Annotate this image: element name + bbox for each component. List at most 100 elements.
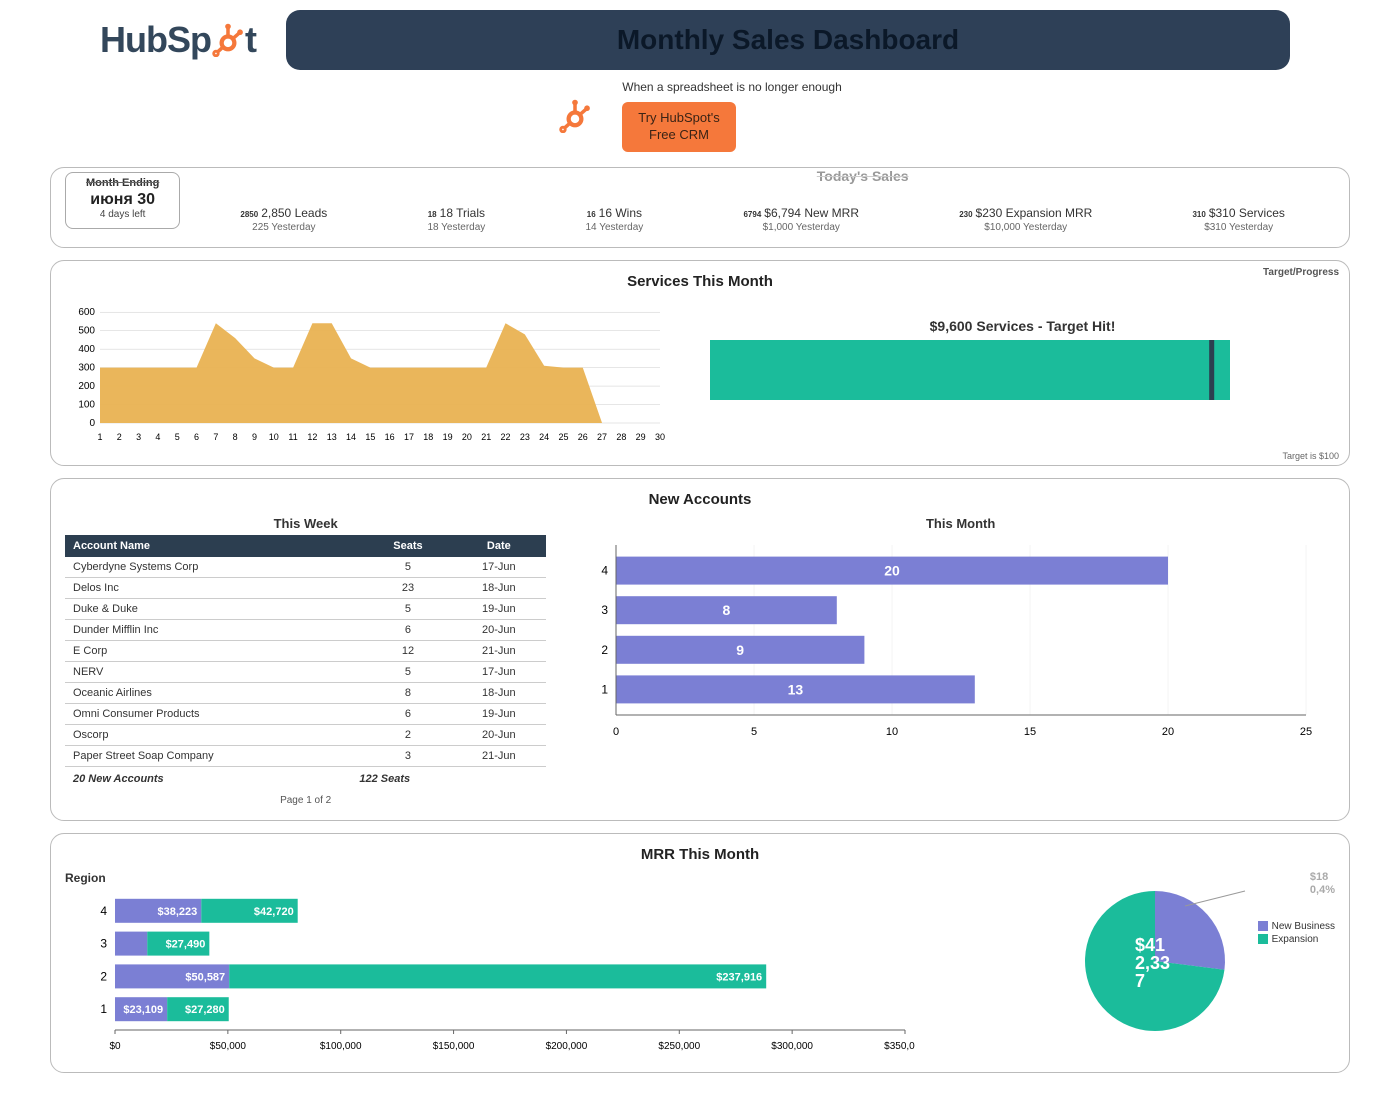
svg-text:$300,000: $300,000 — [771, 1041, 813, 1052]
table-row: Paper Street Soap Company321-Jun — [65, 745, 546, 766]
target-footnote: Target is $100 — [1282, 451, 1339, 461]
svg-text:0: 0 — [613, 726, 619, 738]
mrr-pie-chart: $412,337 $18 0,4% New Business Expansion — [1075, 871, 1335, 1044]
svg-text:3: 3 — [602, 603, 609, 617]
svg-text:$50,587: $50,587 — [185, 971, 225, 983]
stat-item: 28502,850 Leads225 Yesterday — [240, 206, 327, 233]
svg-text:2,33: 2,33 — [1135, 953, 1170, 973]
svg-text:0: 0 — [89, 418, 95, 429]
svg-text:$237,916: $237,916 — [716, 971, 762, 983]
table-row: Cyberdyne Systems Corp517-Jun — [65, 557, 546, 578]
svg-text:$27,280: $27,280 — [185, 1004, 225, 1016]
svg-text:200: 200 — [78, 381, 95, 392]
table-row: Delos Inc2318-Jun — [65, 577, 546, 598]
sprocket-icon-small — [558, 99, 592, 133]
hubspot-logo: HubSpt — [100, 19, 256, 61]
svg-text:$0: $0 — [109, 1041, 121, 1052]
stats-row: 28502,850 Leads225 Yesterday 1818 Trials1… — [190, 206, 1335, 233]
month-ending-box: Month Ending июня 30 4 days left — [65, 172, 180, 229]
new-accounts-panel: New Accounts This Week Account NameSeats… — [50, 478, 1350, 821]
svg-text:400: 400 — [78, 344, 95, 355]
mrr-panel: MRR This Month Region $38,223$42,7204$14… — [50, 833, 1350, 1073]
svg-text:$250,000: $250,000 — [658, 1041, 700, 1052]
new-accounts-title: New Accounts — [65, 491, 1335, 508]
svg-text:15: 15 — [1024, 726, 1036, 738]
svg-text:4: 4 — [602, 563, 609, 577]
svg-text:20: 20 — [462, 432, 472, 442]
page-number: Page 1 of 2 — [65, 795, 546, 806]
svg-text:2: 2 — [117, 432, 122, 442]
svg-text:14: 14 — [346, 432, 356, 442]
svg-text:$41: $41 — [1135, 935, 1165, 955]
accounts-table: Account NameSeatsDate Cyberdyne Systems … — [65, 535, 546, 767]
svg-text:10: 10 — [886, 726, 898, 738]
svg-text:16: 16 — [385, 432, 395, 442]
svg-text:1: 1 — [97, 432, 102, 442]
table-row: Oceanic Airlines818-Jun — [65, 682, 546, 703]
svg-text:2: 2 — [602, 643, 609, 657]
svg-text:5: 5 — [751, 726, 757, 738]
svg-text:10: 10 — [269, 432, 279, 442]
pie-callout: $18 0,4% — [1310, 871, 1335, 897]
svg-text:22: 22 — [501, 432, 511, 442]
svg-text:7: 7 — [213, 432, 218, 442]
stat-item: 310$310 Services$310 Yesterday — [1192, 206, 1284, 233]
svg-text:$100,000: $100,000 — [320, 1041, 362, 1052]
sprocket-icon — [211, 23, 245, 57]
svg-text:23: 23 — [520, 432, 530, 442]
pie-legend: New Business Expansion — [1258, 921, 1335, 947]
svg-text:30: 30 — [655, 432, 665, 442]
dashboard-title: Monthly Sales Dashboard — [286, 10, 1290, 70]
this-week-label: This Week — [65, 516, 546, 531]
svg-text:9: 9 — [252, 432, 257, 442]
svg-text:19: 19 — [443, 432, 453, 442]
subheader: When a spreadsheet is no longer enough T… — [50, 80, 1350, 152]
svg-text:6: 6 — [194, 432, 199, 442]
svg-text:3: 3 — [136, 432, 141, 442]
table-footer: 20 New Accounts 122 Seats — [65, 767, 546, 791]
svg-text:4: 4 — [100, 904, 107, 918]
stat-item: 1616 Wins14 Yesterday — [585, 206, 643, 233]
table-row: NERV517-Jun — [65, 661, 546, 682]
svg-text:9: 9 — [737, 642, 745, 658]
table-row: E Corp1221-Jun — [65, 640, 546, 661]
svg-text:21: 21 — [481, 432, 491, 442]
svg-text:$27,490: $27,490 — [166, 938, 206, 950]
try-crm-button[interactable]: Try HubSpot'sFree CRM — [622, 102, 735, 152]
svg-text:$200,000: $200,000 — [546, 1041, 588, 1052]
mrr-title: MRR This Month — [65, 846, 1335, 863]
tagline: When a spreadsheet is no longer enough — [622, 80, 842, 94]
stat-item: 230$230 Expansion MRR$10,000 Yesterday — [959, 206, 1092, 233]
header: HubSpt Monthly Sales Dashboard — [50, 10, 1350, 70]
svg-text:5: 5 — [175, 432, 180, 442]
svg-text:25: 25 — [1300, 726, 1312, 738]
table-row: Omni Consumer Products619-Jun — [65, 703, 546, 724]
svg-text:20: 20 — [1162, 726, 1174, 738]
svg-text:300: 300 — [78, 362, 95, 373]
svg-text:500: 500 — [78, 325, 95, 336]
stat-item: 6794$6,794 New MRR$1,000 Yesterday — [743, 206, 859, 233]
svg-text:27: 27 — [597, 432, 607, 442]
svg-text:2: 2 — [100, 969, 107, 983]
svg-text:$42,720: $42,720 — [254, 906, 294, 918]
svg-text:$23,109: $23,109 — [123, 1004, 163, 1016]
svg-text:18: 18 — [423, 432, 433, 442]
this-month-label: This Month — [586, 516, 1335, 531]
target-hit-label: $9,600 Services - Target Hit! — [710, 318, 1335, 334]
stat-item: 1818 Trials18 Yesterday — [427, 206, 485, 233]
stats-panel: Month Ending июня 30 4 days left Today's… — [50, 167, 1350, 248]
svg-text:1: 1 — [602, 682, 609, 696]
accounts-month-chart: 05101520252048392131 — [586, 535, 1326, 745]
target-progress-toggle[interactable]: Target/Progress — [1263, 267, 1339, 278]
svg-text:$38,223: $38,223 — [158, 906, 198, 918]
region-label: Region — [65, 871, 1065, 885]
svg-text:29: 29 — [636, 432, 646, 442]
svg-text:17: 17 — [404, 432, 414, 442]
svg-text:25: 25 — [558, 432, 568, 442]
table-row: Duke & Duke519-Jun — [65, 598, 546, 619]
services-title: Services This Month — [65, 273, 1335, 290]
svg-text:13: 13 — [788, 681, 804, 697]
services-target-bar: $9,600 Services - Target Hit! — [710, 298, 1335, 451]
svg-text:$150,000: $150,000 — [433, 1041, 475, 1052]
svg-text:24: 24 — [539, 432, 549, 442]
